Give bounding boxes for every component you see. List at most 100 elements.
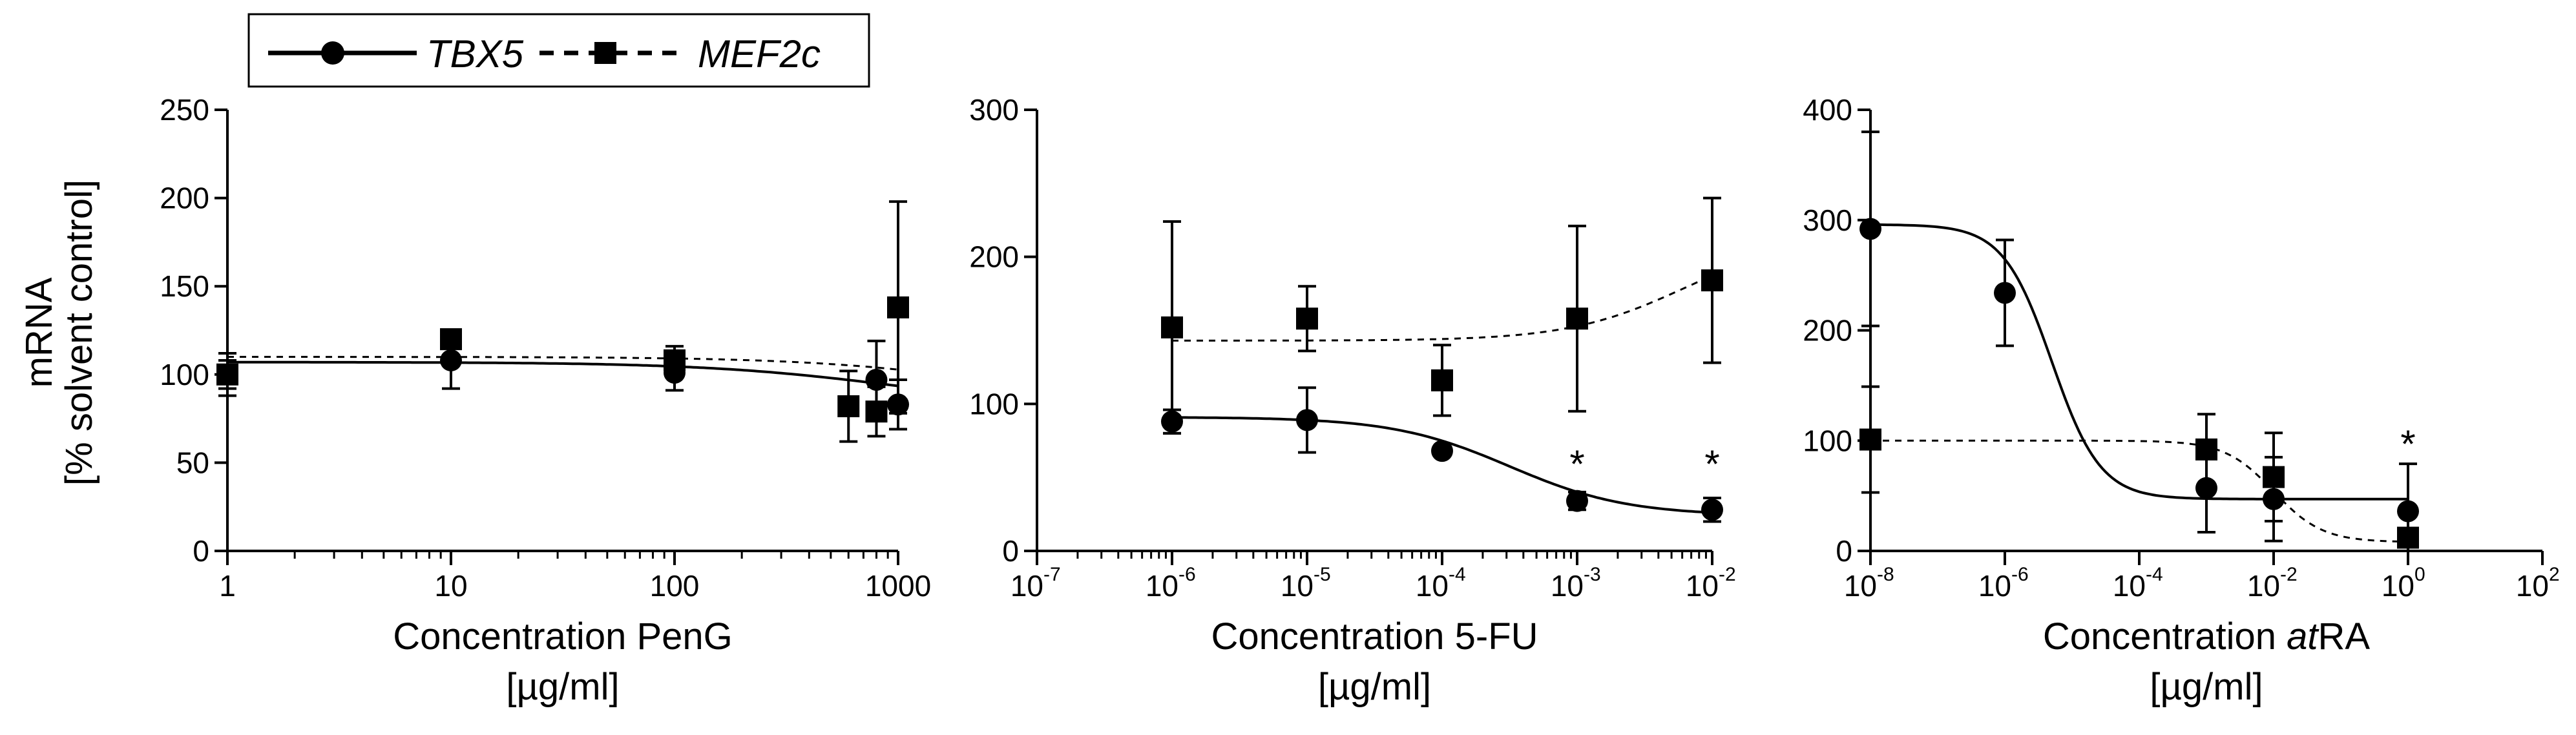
data-point-mef2c	[2397, 526, 2419, 549]
data-point-tbx5	[865, 368, 888, 391]
x-tick-label: 10	[1551, 569, 1584, 603]
x-tick-exponent: -7	[1043, 564, 1061, 585]
x-axis-label: Concentration 5-FU	[1211, 616, 1538, 657]
y-tick-label: 100	[160, 358, 209, 391]
y-tick-label: 150	[160, 269, 209, 303]
fit-curve-tbx5	[227, 360, 899, 388]
series-tbx5	[216, 331, 909, 431]
y-tick-label: 0	[1002, 534, 1019, 568]
legend-label-tbx5: TBX5	[426, 32, 524, 76]
x-tick-exponent: -3	[1584, 564, 1601, 585]
x-tick-label: 10	[2247, 569, 2280, 603]
y-tick-label: 250	[160, 93, 209, 127]
y-tick-label: 200	[969, 240, 1019, 274]
fit-curve-mef2c	[1172, 274, 1713, 342]
y-tick-label: 50	[176, 446, 209, 479]
fit-curve-tbx5	[1870, 223, 2408, 501]
x-tick-label: 1000	[865, 569, 931, 603]
x-tick-label: 10	[1011, 569, 1043, 603]
x-tick-exponent: -8	[1877, 564, 1894, 585]
significance-asterisk: *	[1704, 442, 1719, 486]
y-tick-label: 300	[1803, 203, 1852, 237]
series-mef2c	[1859, 385, 2419, 549]
y-tick-label: 400	[1803, 93, 1852, 127]
x-tick-label: 10	[1844, 569, 1877, 603]
x-tick-exponent: -4	[1449, 564, 1466, 585]
x-tick-exponent: -2	[1719, 564, 1736, 585]
data-point-mef2c	[1296, 307, 1318, 330]
data-point-tbx5	[1431, 440, 1453, 462]
x-axis-label: Concentration atRA	[2043, 616, 2370, 657]
significance-asterisk: *	[1569, 442, 1584, 486]
y-axis-label: mRNA [% solvent control]	[18, 180, 100, 486]
x-tick-exponent: -6	[2011, 564, 2029, 585]
x-tick-exponent: -4	[2146, 564, 2163, 585]
fit-curve-tbx5	[1172, 416, 1713, 514]
series-mef2c	[1161, 196, 1723, 435]
data-point-mef2c	[2195, 438, 2217, 461]
y-tick-label: 200	[160, 181, 209, 215]
data-point-tbx5	[1296, 409, 1318, 431]
data-point-mef2c	[664, 349, 686, 371]
x-tick-label: 10	[2382, 569, 2414, 603]
y-axis-label-line1: mRNA	[18, 277, 60, 388]
x-tick-exponent: 2	[2549, 564, 2560, 585]
data-point-mef2c	[887, 296, 909, 318]
panel-peng: 0 50 100 150 200 250 1 10 100 1000 Concentration P…	[160, 93, 931, 708]
y-tick-label: 0	[193, 534, 209, 568]
x-tick-label: 10	[1978, 569, 2011, 603]
y-tick-label: 300	[969, 93, 1019, 127]
y-axis-label-line2: [% solvent control]	[58, 180, 100, 486]
y-tick-label: 200	[1803, 314, 1852, 347]
x-tick-exponent: -2	[2280, 564, 2298, 585]
legend-frame	[247, 13, 870, 88]
x-tick-label: 10	[2516, 569, 2549, 603]
data-point-mef2c	[1566, 307, 1588, 330]
data-point-tbx5	[2397, 500, 2419, 523]
x-tick-exponent: -6	[1178, 564, 1196, 585]
data-point-tbx5	[440, 349, 462, 371]
x-tick-label: 10	[1146, 569, 1178, 603]
legend-marker-tbx5	[321, 41, 344, 65]
data-point-mef2c	[216, 363, 238, 386]
data-point-mef2c	[1431, 369, 1453, 391]
data-point-mef2c	[2263, 466, 2285, 488]
data-point-mef2c	[440, 328, 462, 351]
data-point-tbx5	[1566, 490, 1588, 512]
data-point-tbx5	[1701, 499, 1723, 521]
data-point-mef2c	[1161, 316, 1183, 338]
fit-curve-mef2c	[227, 356, 899, 371]
x-tick-label: 1	[219, 569, 236, 603]
x-axis-unit: [µg/ml]	[506, 666, 619, 708]
significance-asterisk: *	[2400, 422, 2415, 466]
y-tick-label: 100	[1803, 424, 1852, 457]
x-tick-label: 10	[1416, 569, 1449, 603]
x-axis-label: Concentration PenG	[393, 616, 733, 657]
x-tick-label: 10	[1686, 569, 1719, 603]
x-axis-unit: [µg/ml]	[2150, 666, 2263, 708]
data-point-mef2c	[1859, 428, 1881, 451]
data-point-mef2c	[865, 400, 888, 423]
x-tick-label: 10	[434, 569, 467, 603]
legend-label-mef2c: MEF2c	[698, 32, 821, 76]
legend-marker-mef2c	[594, 42, 616, 64]
x-axis-unit: [µg/ml]	[1318, 666, 1431, 708]
x-tick-label: 10	[1281, 569, 1314, 603]
y-tick-label: 100	[969, 387, 1019, 420]
x-tick-label: 10	[2113, 569, 2146, 603]
data-point-mef2c	[837, 395, 860, 417]
data-point-tbx5	[2195, 477, 2217, 499]
data-point-tbx5	[1859, 218, 1881, 240]
x-tick-exponent: 0	[2414, 564, 2425, 585]
series-tbx5	[1859, 130, 2419, 552]
legend: TBX5 MEF2c	[247, 13, 870, 88]
y-tick-label: 0	[1836, 534, 1852, 568]
x-tick-exponent: -5	[1314, 564, 1331, 585]
data-point-tbx5	[1994, 282, 2016, 304]
data-point-mef2c	[1701, 269, 1723, 292]
series-mef2c	[216, 200, 909, 443]
fit-curve-mef2c	[1870, 439, 2409, 543]
